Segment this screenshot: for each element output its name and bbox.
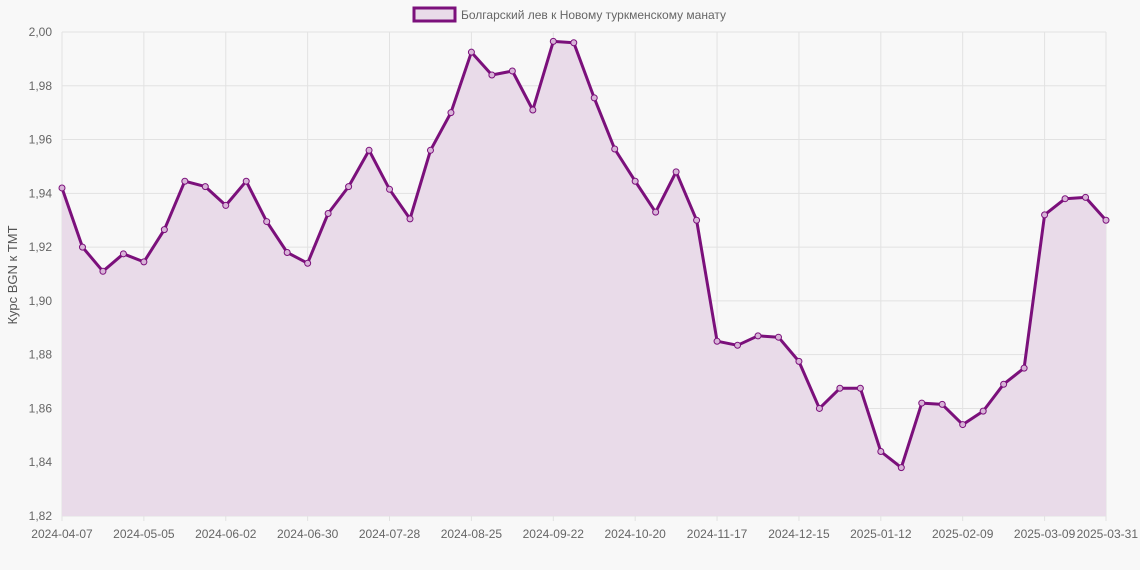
data-point[interactable] <box>1082 193 1090 201</box>
data-point[interactable] <box>918 399 926 407</box>
data-point[interactable] <box>611 145 619 153</box>
data-point[interactable] <box>283 248 291 256</box>
x-tick-label: 2024-10-20 <box>604 527 666 541</box>
x-tick-label: 2024-08-25 <box>441 527 503 541</box>
x-tick-label: 2024-05-05 <box>113 527 175 541</box>
data-point[interactable] <box>263 218 271 226</box>
y-tick-label: 1,86 <box>29 401 53 415</box>
x-tick-label: 2024-12-15 <box>768 527 830 541</box>
data-point[interactable] <box>406 215 414 223</box>
data-point[interactable] <box>652 208 660 216</box>
x-tick-label: 2024-06-30 <box>277 527 339 541</box>
data-point[interactable] <box>99 267 107 275</box>
y-tick-label: 1,96 <box>29 133 53 147</box>
x-tick-label: 2025-01-12 <box>850 527 912 541</box>
series-area-fill <box>62 41 1106 517</box>
data-point[interactable] <box>815 404 823 412</box>
x-tick-label: 2024-09-22 <box>523 527 585 541</box>
y-tick-label: 1,98 <box>29 79 53 93</box>
legend[interactable]: Болгарский лев к Новому туркменскому ман… <box>412 6 726 23</box>
data-point[interactable] <box>774 333 782 341</box>
data-point[interactable] <box>324 210 332 217</box>
data-point[interactable] <box>713 337 721 345</box>
data-point[interactable] <box>672 168 680 176</box>
data-point[interactable] <box>119 250 127 258</box>
data-point[interactable] <box>78 243 86 251</box>
legend-label[interactable]: Болгарский лев к Новому туркменскому ман… <box>461 8 726 22</box>
data-point[interactable] <box>856 384 864 392</box>
data-point[interactable] <box>160 226 168 234</box>
data-point[interactable] <box>345 183 353 191</box>
data-point[interactable] <box>304 259 312 267</box>
data-point[interactable] <box>140 258 148 266</box>
data-point[interactable] <box>529 106 537 114</box>
data-point[interactable] <box>242 177 250 185</box>
legend-swatch[interactable] <box>412 6 457 23</box>
y-axis-ticks: 2,00 1,98 1,96 1,94 1,92 1,90 1,88 1,86 1,84 1,82 <box>29 25 53 523</box>
data-point[interactable] <box>979 407 987 415</box>
x-tick-label: 2024-06-02 <box>195 527 257 541</box>
x-tick-label: 2025-02-09 <box>932 527 994 541</box>
data-point[interactable] <box>365 146 373 154</box>
data-point[interactable] <box>58 184 66 192</box>
data-point[interactable] <box>1061 195 1069 203</box>
y-tick-label: 2,00 <box>29 25 53 39</box>
data-point[interactable] <box>426 146 434 154</box>
x-tick-label: 2024-07-28 <box>359 527 421 541</box>
data-point[interactable] <box>222 201 230 209</box>
data-point[interactable] <box>795 357 803 365</box>
series-points <box>58 37 1110 472</box>
series-line <box>60 39 1108 470</box>
data-point[interactable] <box>631 177 639 185</box>
data-point[interactable] <box>938 400 946 408</box>
x-tick-label: 2025-03-31 <box>1077 527 1139 541</box>
data-point[interactable] <box>447 109 455 117</box>
x-axis-ticks: 2024-04-07 2024-05-05 2024-06-02 2024-06-30… <box>31 527 1138 541</box>
data-point[interactable] <box>508 67 516 75</box>
data-point[interactable] <box>201 183 209 191</box>
data-point[interactable] <box>877 447 885 455</box>
x-tick-label: 2024-11-17 <box>687 527 748 541</box>
x-tick-label: 2024-04-07 <box>31 527 93 541</box>
x-tick-label: 2025-03-09 <box>1014 527 1076 541</box>
data-point[interactable] <box>897 464 905 472</box>
data-point[interactable] <box>1041 211 1049 219</box>
y-axis-title: Курс BGN к TMT <box>5 225 20 324</box>
y-tick-label: 1,94 <box>29 186 53 200</box>
y-tick-label: 1,82 <box>29 509 53 523</box>
y-tick-label: 1,84 <box>29 455 53 469</box>
data-point[interactable] <box>1000 380 1008 388</box>
data-point[interactable] <box>836 384 844 392</box>
data-point[interactable] <box>754 332 762 340</box>
y-tick-label: 1,88 <box>29 348 53 362</box>
data-point[interactable] <box>386 185 394 193</box>
data-point[interactable] <box>467 48 475 56</box>
data-point[interactable] <box>693 216 701 224</box>
data-point[interactable] <box>549 37 557 45</box>
data-point[interactable] <box>488 71 496 79</box>
data-point[interactable] <box>1102 216 1110 224</box>
data-point[interactable] <box>570 39 578 47</box>
y-tick-label: 1,92 <box>29 240 53 254</box>
data-point[interactable] <box>734 341 742 349</box>
data-point[interactable] <box>181 177 189 185</box>
data-point[interactable] <box>959 421 967 429</box>
data-point[interactable] <box>1020 364 1028 372</box>
y-tick-label: 1,90 <box>29 294 53 308</box>
data-point[interactable] <box>590 94 598 102</box>
